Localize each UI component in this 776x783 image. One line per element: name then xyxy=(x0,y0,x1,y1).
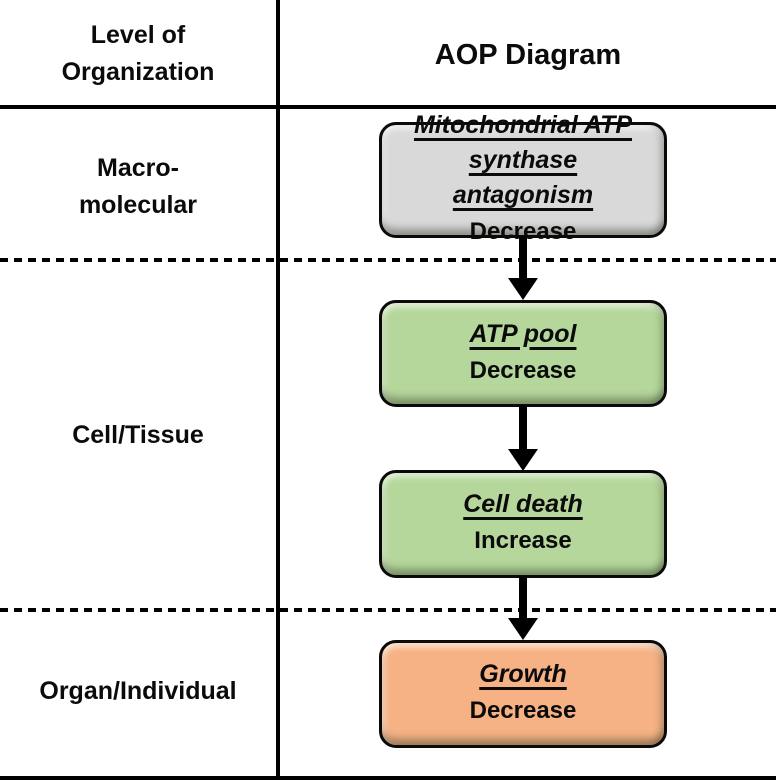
level-label-macromolecular: Macro- molecular xyxy=(0,150,276,224)
arrow-1-down-arrowhead-icon xyxy=(508,278,538,300)
diagram-column-header: AOP Diagram xyxy=(434,39,622,71)
arrow-3-shaft xyxy=(519,576,527,620)
level-label-macromolecular-line2: molecular xyxy=(78,191,198,219)
level-label-organ-individual: Organ/Individual xyxy=(39,677,237,705)
node-title: ATP pool xyxy=(469,319,577,348)
node-title: Cell death xyxy=(463,490,583,518)
arrow-3-down-arrowhead-icon xyxy=(508,618,538,640)
node-mitochondrial-atp-synthase-antagonism: Mitochondrial ATP synthase antagonism De… xyxy=(379,111,667,245)
node-growth: Growth Decrease xyxy=(379,640,667,748)
arrow-2-down-arrowhead-icon xyxy=(508,449,538,471)
level-column-header-line1: Level of xyxy=(90,21,186,49)
node-atp-pool: ATP pool Decrease xyxy=(379,300,667,407)
node-cell-death: Cell death Increase xyxy=(379,470,667,578)
level-label-cell-tissue: Cell/Tissue xyxy=(72,421,204,449)
bottom-border-line xyxy=(0,776,776,780)
arrow-2-shaft xyxy=(519,405,527,451)
node-title: Mitochondrial ATP synthase antagonism xyxy=(413,111,633,209)
header-divider-line xyxy=(0,105,776,109)
node-direction: Increase xyxy=(474,527,572,554)
level-divider-dashed-1 xyxy=(0,258,776,262)
level-divider-dashed-2 xyxy=(0,608,776,612)
node-direction: Decrease xyxy=(469,697,577,724)
node-direction: Decrease xyxy=(469,356,577,384)
node-title: Growth xyxy=(479,660,567,688)
arrow-1-shaft xyxy=(519,236,527,280)
column-divider-line xyxy=(276,0,280,780)
level-column-header-line2: Organization xyxy=(61,58,215,86)
level-column-header: Level of Organization xyxy=(0,17,276,91)
level-label-macromolecular-line1: Macro- xyxy=(97,154,179,182)
